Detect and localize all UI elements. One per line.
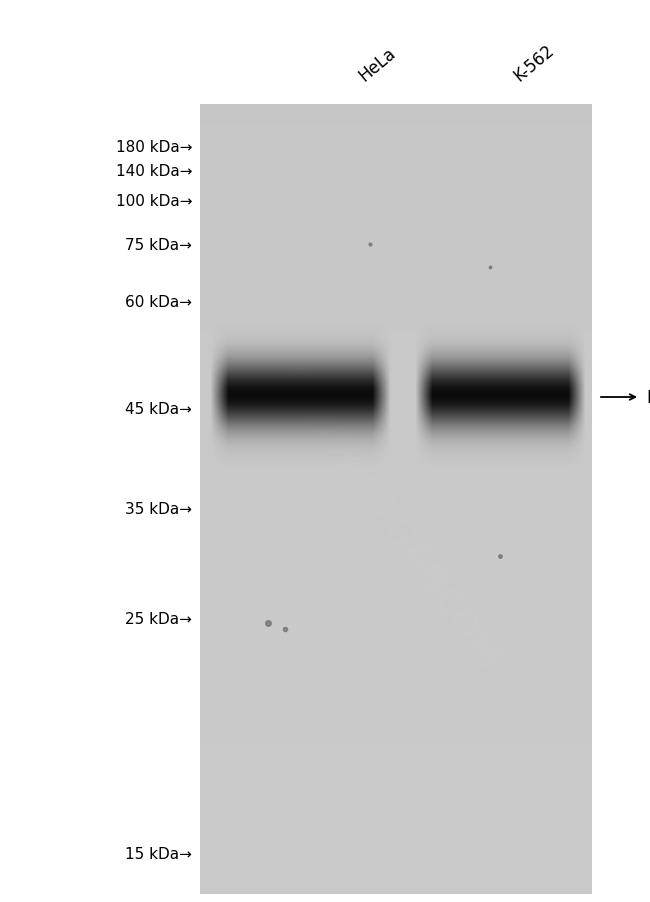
Text: 25 kDa→: 25 kDa→ (125, 612, 192, 627)
Text: 100 kDa→: 100 kDa→ (116, 194, 192, 209)
Text: RNF133: RNF133 (646, 389, 650, 407)
Text: 45 kDa→: 45 kDa→ (125, 402, 192, 417)
Text: K-562: K-562 (510, 41, 557, 85)
Text: 15 kDa→: 15 kDa→ (125, 847, 192, 861)
Text: 140 kDa→: 140 kDa→ (116, 164, 192, 179)
Text: WWW.PTGABCOM: WWW.PTGABCOM (273, 363, 507, 676)
Text: HeLa: HeLa (355, 44, 399, 85)
Text: 35 kDa→: 35 kDa→ (125, 502, 192, 517)
Text: 75 kDa→: 75 kDa→ (125, 238, 192, 253)
Text: 180 kDa→: 180 kDa→ (116, 141, 192, 155)
Text: 60 kDa→: 60 kDa→ (125, 295, 192, 310)
